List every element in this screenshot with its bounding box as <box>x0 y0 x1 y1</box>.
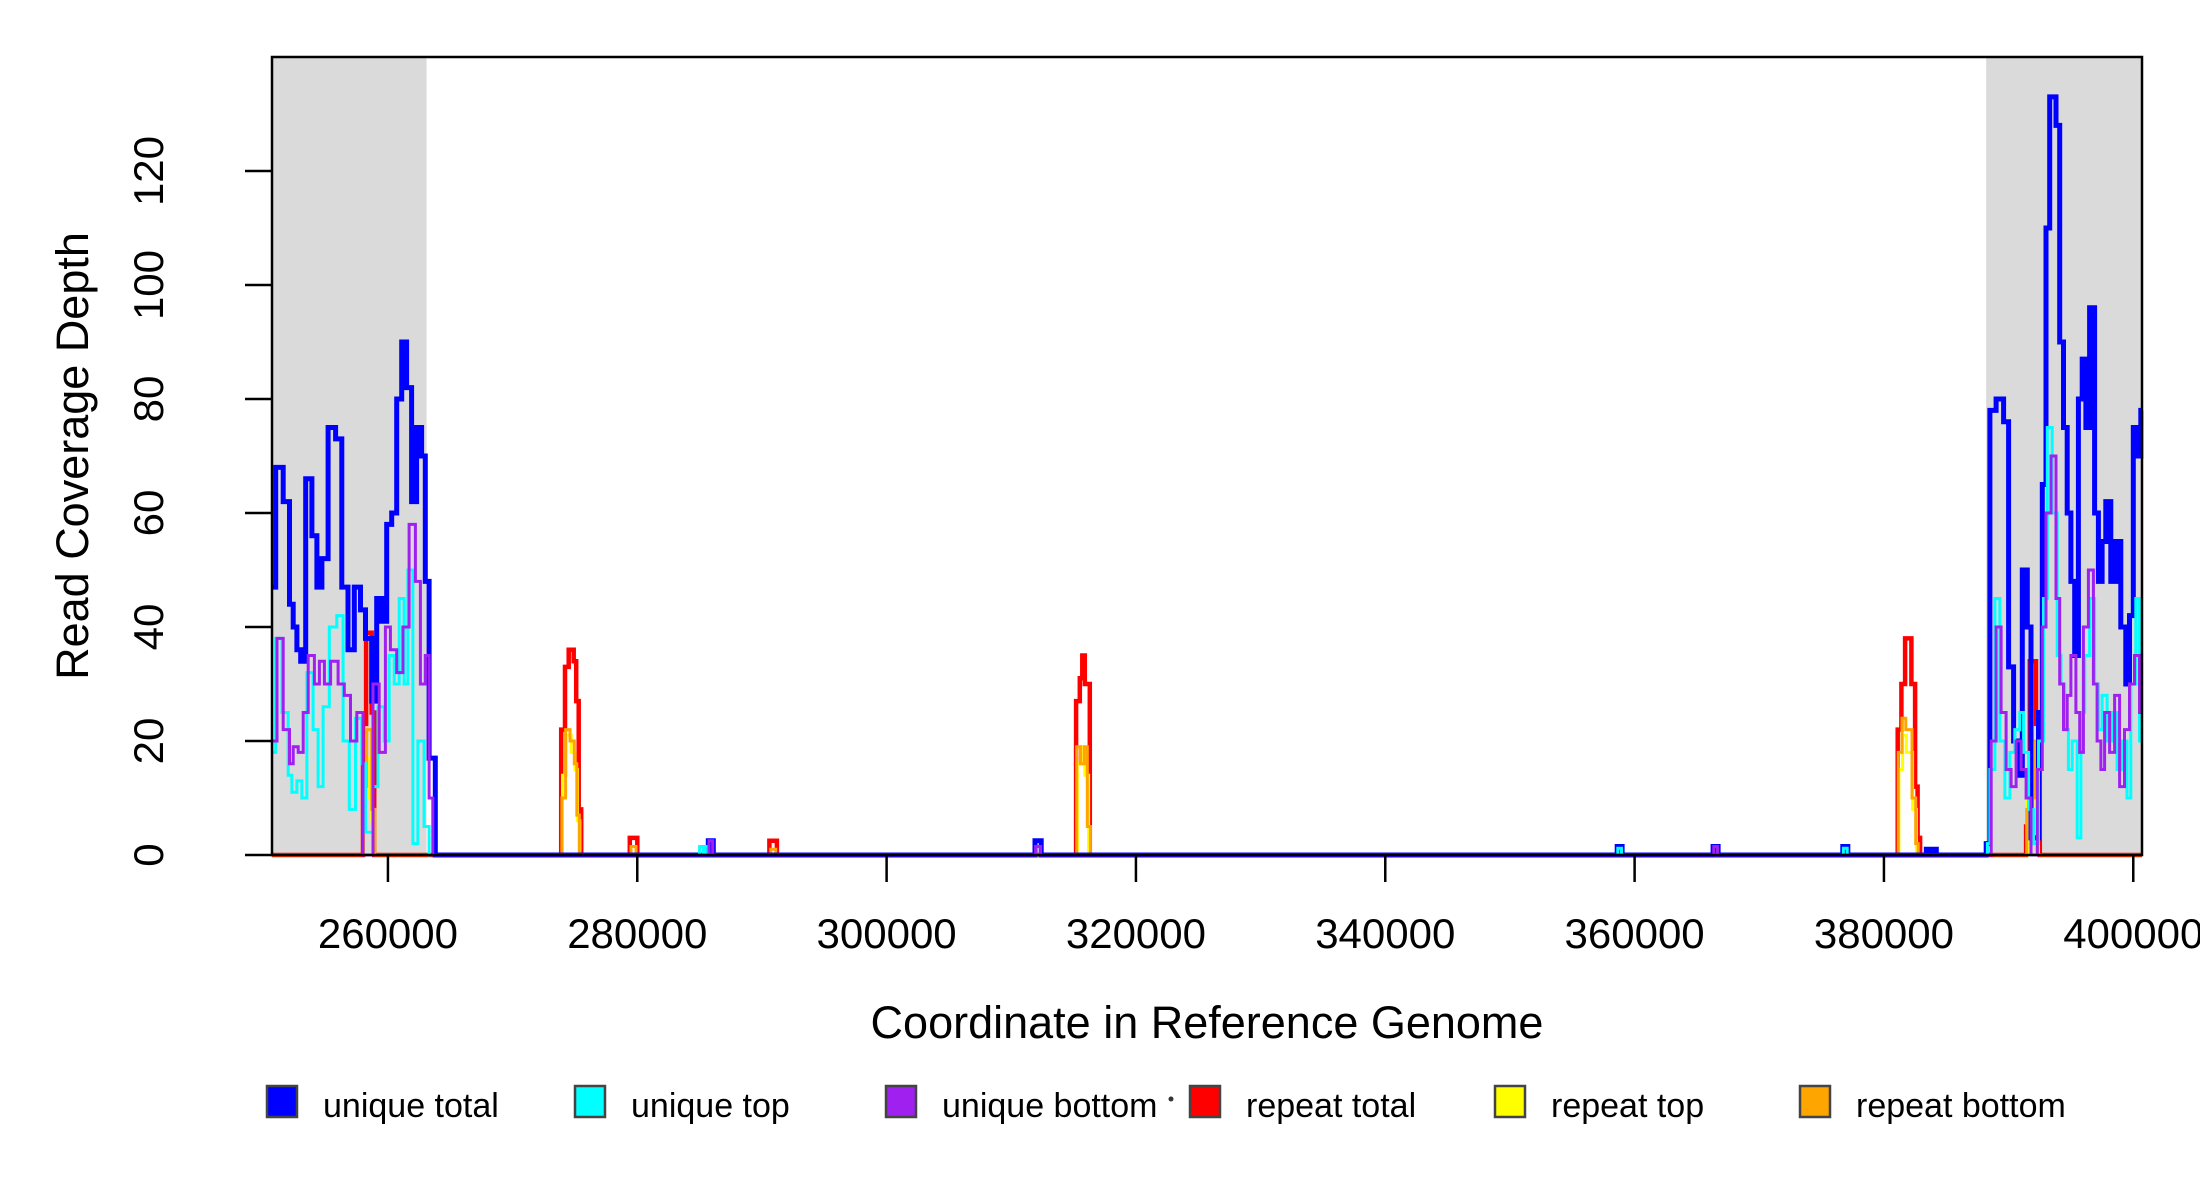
stray-dot-icon <box>1168 1096 1174 1102</box>
legend-item: repeat top <box>1493 1084 1704 1125</box>
legend-label: unique top <box>631 1087 790 1125</box>
y-tick-label: 100 <box>125 250 172 320</box>
x-tick-label: 400000 <box>2063 910 2200 957</box>
legend-label: repeat bottom <box>1856 1087 2066 1125</box>
plot-box <box>270 55 2144 857</box>
series-repeat-bottom <box>272 716 2142 857</box>
legend-item: repeat bottom <box>1798 1084 2066 1125</box>
legend-item: repeat total <box>1188 1084 1416 1125</box>
legend-item: unique bottom <box>884 1084 1158 1125</box>
y-tick-label: 80 <box>125 376 172 423</box>
legend-swatch-unique-total <box>265 1084 299 1119</box>
y-tick-label: 60 <box>125 490 172 537</box>
y-tick-label: 20 <box>125 718 172 765</box>
y-tick-label: 40 <box>125 604 172 651</box>
legend-swatch-unique-bottom <box>884 1084 918 1119</box>
legend-item: unique total <box>265 1084 499 1125</box>
x-tick-label: 280000 <box>567 910 707 957</box>
x-tick-label: 320000 <box>1066 910 1206 957</box>
legend-swatch-repeat-top <box>1493 1084 1527 1119</box>
x-tick-label: 300000 <box>817 910 957 957</box>
axes-layer: 260000 280000 300000 320000 340000 360000 3800… <box>125 55 2200 957</box>
series-repeat-top <box>272 733 2142 857</box>
shaded-regions-layer <box>272 57 2142 855</box>
y-axis-title: Read Coverage Depth <box>47 232 98 680</box>
legend-label: unique bottom <box>942 1087 1158 1125</box>
series-unique-total <box>272 94 2144 858</box>
y-tick-label: 120 <box>125 136 172 206</box>
series-layer <box>272 94 2144 858</box>
x-axis-title: Coordinate in Reference Genome <box>871 997 1544 1048</box>
series-unique-top <box>272 426 2143 857</box>
legend-swatch-repeat-total <box>1188 1084 1222 1119</box>
legend-label: repeat top <box>1551 1087 1704 1125</box>
x-tick-label: 380000 <box>1814 910 1954 957</box>
legend-swatch-repeat-bottom <box>1798 1084 1832 1119</box>
legend-label: unique total <box>323 1087 499 1125</box>
series-unique-bottom <box>272 454 2143 857</box>
legend-swatch-unique-top <box>573 1084 607 1119</box>
y-tick-label: 0 <box>125 843 172 866</box>
x-tick-label: 340000 <box>1315 910 1455 957</box>
legend: unique total unique top unique bottom repea… <box>265 1084 2066 1125</box>
series-repeat-total <box>272 630 2142 858</box>
legend-item: unique top <box>573 1084 790 1125</box>
x-tick-label: 360000 <box>1565 910 1705 957</box>
x-tick-label: 260000 <box>318 910 458 957</box>
legend-label: repeat total <box>1246 1087 1416 1125</box>
